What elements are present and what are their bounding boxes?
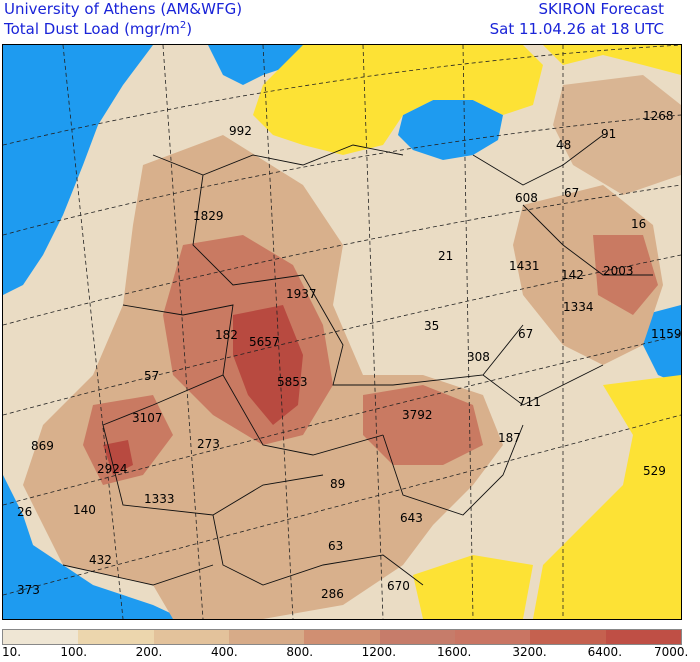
map-value: 992 <box>229 124 252 138</box>
map-value: 89 <box>330 477 345 491</box>
dust-peak-west <box>103 440 133 475</box>
map-value: 432 <box>89 553 112 567</box>
map-value: 142 <box>561 268 584 282</box>
legend-label: 1600. <box>437 645 472 659</box>
map-value: 869 <box>31 439 54 453</box>
map-value: 5853 <box>277 375 308 389</box>
map-value: 2924 <box>97 462 128 476</box>
graticule <box>3 45 681 619</box>
subtitle-text: Total Dust Load (mgr/m <box>4 20 180 38</box>
map-value: 2003 <box>603 264 634 278</box>
dust-map-canvas: 1268 91 48 992 67 608 1829 16 21 1431 14… <box>3 45 681 619</box>
map-value: 182 <box>215 328 238 342</box>
legend-swatch <box>530 630 606 644</box>
legend-swatch <box>153 630 229 644</box>
map-value: 1268 <box>643 109 674 123</box>
country-borders <box>62 134 653 586</box>
map-value: 21 <box>438 249 453 263</box>
map-value: 91 <box>601 127 616 141</box>
map-value: 57 <box>144 369 159 383</box>
map-value: 608 <box>515 191 538 205</box>
forecast-title: SKIRON Forecast <box>538 0 664 18</box>
map-subtitle: Total Dust Load (mgr/m2) <box>4 20 192 41</box>
map-value: 3792 <box>402 408 433 422</box>
legend-label: 7000. <box>654 645 689 659</box>
map-value: 35 <box>424 319 439 333</box>
map-value: 1431 <box>509 259 540 273</box>
color-legend <box>2 629 682 645</box>
map-value: 5657 <box>249 335 280 349</box>
clear-southeast <box>533 375 681 619</box>
legend-swatch <box>78 630 154 644</box>
map-value: 3107 <box>132 411 163 425</box>
map-value: 286 <box>321 587 344 601</box>
north-sea <box>208 45 303 85</box>
map-value: 67 <box>564 186 579 200</box>
map-value: 373 <box>17 583 40 597</box>
map-value: 1334 <box>563 300 594 314</box>
legend-label: 6400. <box>587 645 623 659</box>
map-value: 16 <box>631 217 646 231</box>
map-value: 643 <box>400 511 423 525</box>
legend-label: 800. <box>286 645 314 659</box>
legend-label: 10. <box>2 645 22 659</box>
legend-swatch <box>304 630 380 644</box>
dust-map: 1268 91 48 992 67 608 1829 16 21 1431 14… <box>2 44 682 620</box>
legend-label: 100. <box>60 645 88 659</box>
black-sea <box>398 100 503 160</box>
atlantic-ocean-south <box>3 475 183 619</box>
map-value: 529 <box>643 464 666 478</box>
legend-label: 200. <box>135 645 163 659</box>
map-value: 63 <box>328 539 343 553</box>
dust-plume-east <box>513 185 663 365</box>
map-value: 670 <box>387 579 410 593</box>
legend-label: 3200. <box>512 645 547 659</box>
map-value: 67 <box>518 327 533 341</box>
legend-label: 400. <box>211 645 238 659</box>
map-title: University of Athens (AM&WFG) <box>4 0 243 18</box>
map-value: 1937 <box>286 287 317 301</box>
map-value: 1829 <box>193 209 224 223</box>
subtitle-close: ) <box>186 20 193 38</box>
clear-south <box>413 555 533 619</box>
map-value: 711 <box>518 395 541 409</box>
map-value: 26 <box>17 505 32 519</box>
subtitle-superscript: 2 <box>179 20 187 31</box>
map-value: 187 <box>498 431 521 445</box>
dust-plume-northeast <box>553 75 681 195</box>
map-value: 1333 <box>144 492 175 506</box>
atlantic-ocean <box>3 45 153 295</box>
map-value: 140 <box>73 503 96 517</box>
clear-europe <box>253 45 543 155</box>
legend-label: 1200. <box>361 645 397 659</box>
caspian-sea <box>643 305 681 385</box>
legend-swatch <box>605 630 681 644</box>
legend-swatch <box>3 630 79 644</box>
forecast-time: Sat 11.04.26 at 18 UTC <box>489 20 664 38</box>
legend-swatch <box>379 630 455 644</box>
legend-swatch <box>228 630 305 644</box>
map-value: 1159 <box>651 327 681 341</box>
legend-swatch <box>454 630 531 644</box>
map-value: 48 <box>556 138 571 152</box>
dust-peak <box>233 305 303 425</box>
map-value: 273 <box>197 437 220 451</box>
map-value: 308 <box>467 350 490 364</box>
